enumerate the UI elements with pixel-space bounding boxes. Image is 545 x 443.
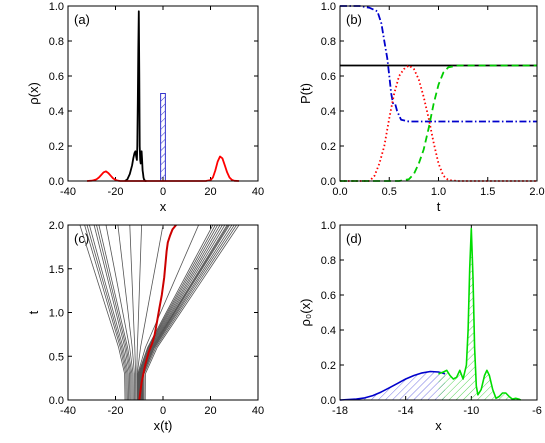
y-tick-label: 0.2	[321, 360, 336, 372]
series-line-dotted	[340, 64, 537, 182]
x-tick-label: 0.5	[382, 186, 397, 198]
grey-trajectory	[84, 225, 127, 400]
plot-frame	[339, 224, 538, 401]
x-tick-label: 20	[204, 405, 216, 417]
y-tick-label: 0.4	[49, 106, 64, 118]
grey-trajectory	[144, 225, 240, 400]
y-tick-label: 0.0	[49, 395, 64, 407]
y-tick-label: 0.8	[321, 36, 336, 48]
y-axis-label: P(t)	[298, 83, 313, 104]
grey-trajectory	[129, 225, 137, 400]
y-tick-label: 0.0	[49, 176, 64, 188]
panel-b: 0.0 0.5 1.0 1.5 2.00.00.20.40.60.81.0tP(t)(b…	[298, 1, 545, 214]
x-tick-label: 0	[160, 405, 166, 417]
x-tick-label: -18	[332, 405, 348, 417]
grey-trajectory	[89, 225, 129, 400]
plot-frame	[339, 5, 538, 182]
y-tick-label: 0.0	[321, 395, 336, 407]
red-trajectory	[138, 225, 177, 400]
grey-trajectory	[98, 225, 133, 400]
y-tick-label: 0.5	[49, 351, 64, 363]
grey-trajectory	[138, 225, 216, 400]
series-line-1	[438, 227, 521, 401]
grey-trajectory	[139, 225, 221, 400]
x-tick-label: -10	[463, 405, 479, 417]
y-tick-label: 1.0	[321, 1, 336, 13]
panel-a: -40 -20 0 20 40 0.0 0.2 0.4 0.6 0.8 1.0 x ρ(x) (a)	[26, 1, 264, 214]
x-tick-label: -20	[108, 186, 124, 198]
x-tick-label: -6	[532, 405, 542, 417]
x-tick-label: 40	[252, 405, 264, 417]
y-tick-label: 0.2	[321, 141, 336, 153]
grey-trajectory	[93, 225, 131, 400]
panel-d: -18 -14 -10 -6 0.0 0.2 0.4 0.6 0.8 1.0 x ρ₀(x) (d)	[298, 220, 542, 433]
x-tick-label: 1.5	[480, 186, 495, 198]
y-tick-label: 0.0	[321, 176, 336, 188]
grey-trajectory	[141, 225, 230, 400]
y-tick-label: 0.6	[321, 290, 336, 302]
series-line-dashed	[340, 64, 537, 182]
y-axis-label: ρ(x)	[26, 82, 41, 105]
grey-trajectory	[143, 225, 237, 400]
y-tick-label: 1.0	[321, 220, 336, 232]
grey-trajectory	[136, 225, 142, 400]
trajectories	[79, 225, 240, 400]
panel-label: (a)	[74, 12, 90, 27]
y-tick-label: 1.5	[49, 264, 64, 276]
y-tick-label: 0.4	[321, 325, 336, 337]
x-tick-label: -14	[398, 405, 414, 417]
x-tick-label: -20	[108, 405, 124, 417]
y-tick-label: 0.4	[321, 106, 336, 118]
panel-c: -40 -20 0 20 400.00.51.01.52.0x(t)t(c)	[26, 220, 264, 433]
grey-trajectory	[117, 225, 135, 400]
grey-trajectory	[137, 225, 214, 400]
x-tick-label: 0	[160, 186, 166, 198]
x-tick-label: 20	[204, 186, 216, 198]
grey-trajectory	[138, 225, 218, 400]
grey-trajectory	[79, 225, 126, 400]
x-axis-label: x	[435, 418, 442, 433]
grey-trajectory	[140, 225, 226, 400]
x-tick-label: 2.0	[529, 186, 544, 198]
panel-label: (b)	[346, 12, 362, 27]
hatched-bar	[160, 93, 166, 182]
x-axis-label: x(t)	[154, 418, 173, 433]
y-tick-label: 2.0	[49, 220, 64, 232]
y-tick-label: 1.0	[49, 308, 64, 320]
y-axis-label: t	[26, 310, 41, 314]
grey-trajectory	[105, 225, 134, 400]
x-axis-label: t	[437, 199, 441, 214]
plot-frame	[67, 224, 259, 401]
y-tick-label: 0.8	[321, 255, 336, 267]
x-tick-label: 1.0	[431, 186, 446, 198]
y-axis-label: ρ₀(x)	[298, 299, 313, 327]
x-tick-label: -40	[60, 186, 76, 198]
grey-trajectory	[142, 225, 235, 400]
panel-label: (d)	[346, 231, 362, 246]
y-tick-label: 1.0	[49, 1, 64, 13]
y-tick-label: 0.2	[49, 141, 64, 153]
x-tick-label: -40	[60, 405, 76, 417]
series-line-dashdot	[340, 5, 537, 123]
x-tick-label: 0.0	[332, 186, 347, 198]
hatched-area-1	[438, 228, 521, 400]
grey-trajectory	[96, 225, 132, 400]
grey-trajectory	[86, 225, 128, 400]
plot-frame	[67, 5, 259, 182]
x-axis-label: x	[160, 199, 167, 214]
hatched-area-0	[340, 371, 446, 400]
series-line-0	[339, 370, 446, 401]
y-tick-label: 0.8	[49, 36, 64, 48]
x-tick-label: 40	[252, 186, 264, 198]
grey-trajectory	[140, 225, 228, 400]
grey-trajectory	[139, 225, 223, 400]
series-line-0	[124, 10, 147, 182]
y-tick-label: 0.6	[49, 71, 64, 83]
grey-trajectory	[136, 225, 164, 400]
y-tick-label: 0.6	[321, 71, 336, 83]
